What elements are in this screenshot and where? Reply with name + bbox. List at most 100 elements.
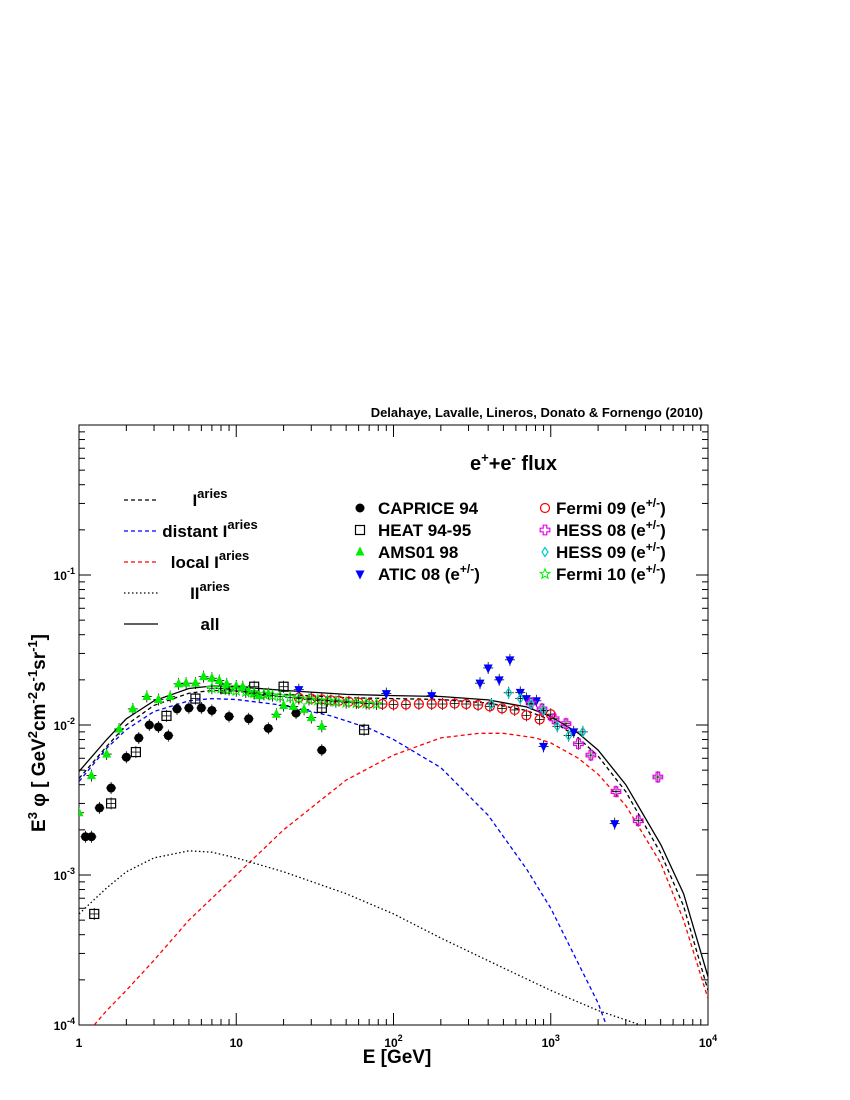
- legend-series-marker: [354, 524, 366, 536]
- data-point: [229, 684, 243, 697]
- curve-3: [79, 850, 643, 1025]
- legend-series-marker: [355, 570, 365, 580]
- data-point: [279, 699, 289, 709]
- legend-curve-sup: aries: [197, 486, 227, 501]
- legend-series-marker: [539, 502, 551, 514]
- legend-curve-text: II: [190, 584, 199, 603]
- data-point: [302, 692, 316, 705]
- data-point: [94, 803, 104, 813]
- data-point: [632, 815, 644, 827]
- model-curves: [79, 685, 708, 1025]
- data-point: [224, 711, 234, 721]
- legend-curve-label: local Iaries: [171, 548, 250, 572]
- data-point: [317, 745, 327, 755]
- y-tick-label: 10-1: [54, 566, 75, 583]
- y-tick-label-exp: -4: [67, 1016, 75, 1026]
- legend-series-part: +/-: [646, 562, 660, 576]
- data-point: [271, 708, 281, 718]
- data-point: [130, 746, 141, 758]
- plot-title: e++e- flux: [470, 450, 557, 475]
- legend-series-part: +/-: [646, 496, 660, 510]
- data-point: [181, 677, 191, 687]
- legend-series-part: HESS 08 (e: [556, 521, 646, 540]
- y-tick-label-base: 10: [54, 719, 68, 733]
- curve-0: [79, 689, 708, 991]
- legend-curve-text: all: [201, 615, 220, 634]
- data-point: [483, 664, 493, 674]
- data-point: [273, 689, 287, 702]
- x-tick-label-exp: 2: [398, 1033, 403, 1043]
- x-axis-title: E [GeV]: [363, 1047, 432, 1068]
- legend-series-label: CAPRICE 94: [378, 499, 479, 518]
- data-point: [263, 723, 273, 733]
- data-point: [461, 698, 472, 710]
- data-point: [585, 749, 597, 761]
- data-point: [266, 689, 279, 701]
- data-point: [114, 723, 124, 733]
- data-point: [172, 704, 182, 714]
- data-point: [449, 698, 460, 709]
- data-point: [381, 690, 391, 700]
- y-tick-label-exp: -2: [67, 716, 75, 726]
- y-tick-label-base: 10: [54, 569, 68, 583]
- data-point: [516, 693, 524, 705]
- series-7: [205, 681, 383, 711]
- data-point: [299, 703, 309, 713]
- x-tick-label-base: 10: [699, 1036, 713, 1050]
- legend-series-marker: [355, 546, 365, 556]
- data-point: [257, 687, 271, 700]
- data-point: [278, 681, 289, 692]
- data-point: [494, 676, 504, 686]
- data-point: [247, 686, 261, 699]
- data-point: [86, 770, 96, 780]
- series-0: [80, 701, 327, 843]
- legend-series-part: ): [474, 565, 480, 584]
- data-point: [106, 783, 116, 793]
- legend-curve-text: I: [192, 491, 197, 510]
- data-points: [79, 653, 664, 920]
- data-point: [244, 714, 254, 724]
- data-point: [128, 703, 138, 713]
- x-tick-label: 10: [230, 1036, 244, 1050]
- series-6: [486, 686, 588, 742]
- legend-series-label: Fermi 10 (e+/-): [556, 562, 666, 584]
- y-tick-label: 10-2: [54, 716, 75, 733]
- x-tick-label: 1: [76, 1036, 83, 1050]
- data-point: [190, 677, 200, 687]
- credit-text: Delahaye, Lavalle, Lineros, Donato & For…: [371, 405, 703, 420]
- data-point: [153, 693, 163, 703]
- legend-series-marker: [541, 546, 549, 558]
- data-point: [358, 724, 370, 735]
- legend-series-label: HESS 09 (e+/-): [556, 540, 666, 562]
- data-point: [509, 704, 520, 716]
- legend-curve-sup: aries: [219, 548, 249, 563]
- data-point: [292, 692, 306, 704]
- legend-series-part: HESS 09 (e: [556, 543, 646, 562]
- data-point: [89, 908, 100, 920]
- legend-curve-text: distant I: [162, 522, 227, 541]
- data-point: [321, 694, 334, 707]
- legend-series-marker: [538, 567, 552, 580]
- legend-series-part: +/-: [460, 562, 474, 576]
- legend-series-part: +/-: [646, 540, 660, 554]
- data-point: [553, 720, 561, 732]
- data-point: [388, 699, 399, 710]
- legend-series-part: Fermi 10 (e: [556, 565, 646, 584]
- x-tick-label-base: 1: [76, 1036, 83, 1050]
- legend-series-part: ): [660, 543, 666, 562]
- data-point: [142, 690, 152, 700]
- legend-series-part: ATIC 08 (e: [378, 565, 460, 584]
- legend-series-label: HEAT 94-95: [378, 521, 471, 540]
- data-point: [165, 690, 175, 700]
- data-point: [121, 752, 131, 762]
- data-point: [317, 720, 327, 730]
- data-point: [199, 671, 209, 681]
- legend-series-part: ): [660, 521, 666, 540]
- y-tick-label-exp: -3: [67, 866, 75, 876]
- data-point: [174, 678, 184, 688]
- data-point: [564, 730, 573, 742]
- data-point: [102, 748, 112, 758]
- data-point: [214, 681, 228, 694]
